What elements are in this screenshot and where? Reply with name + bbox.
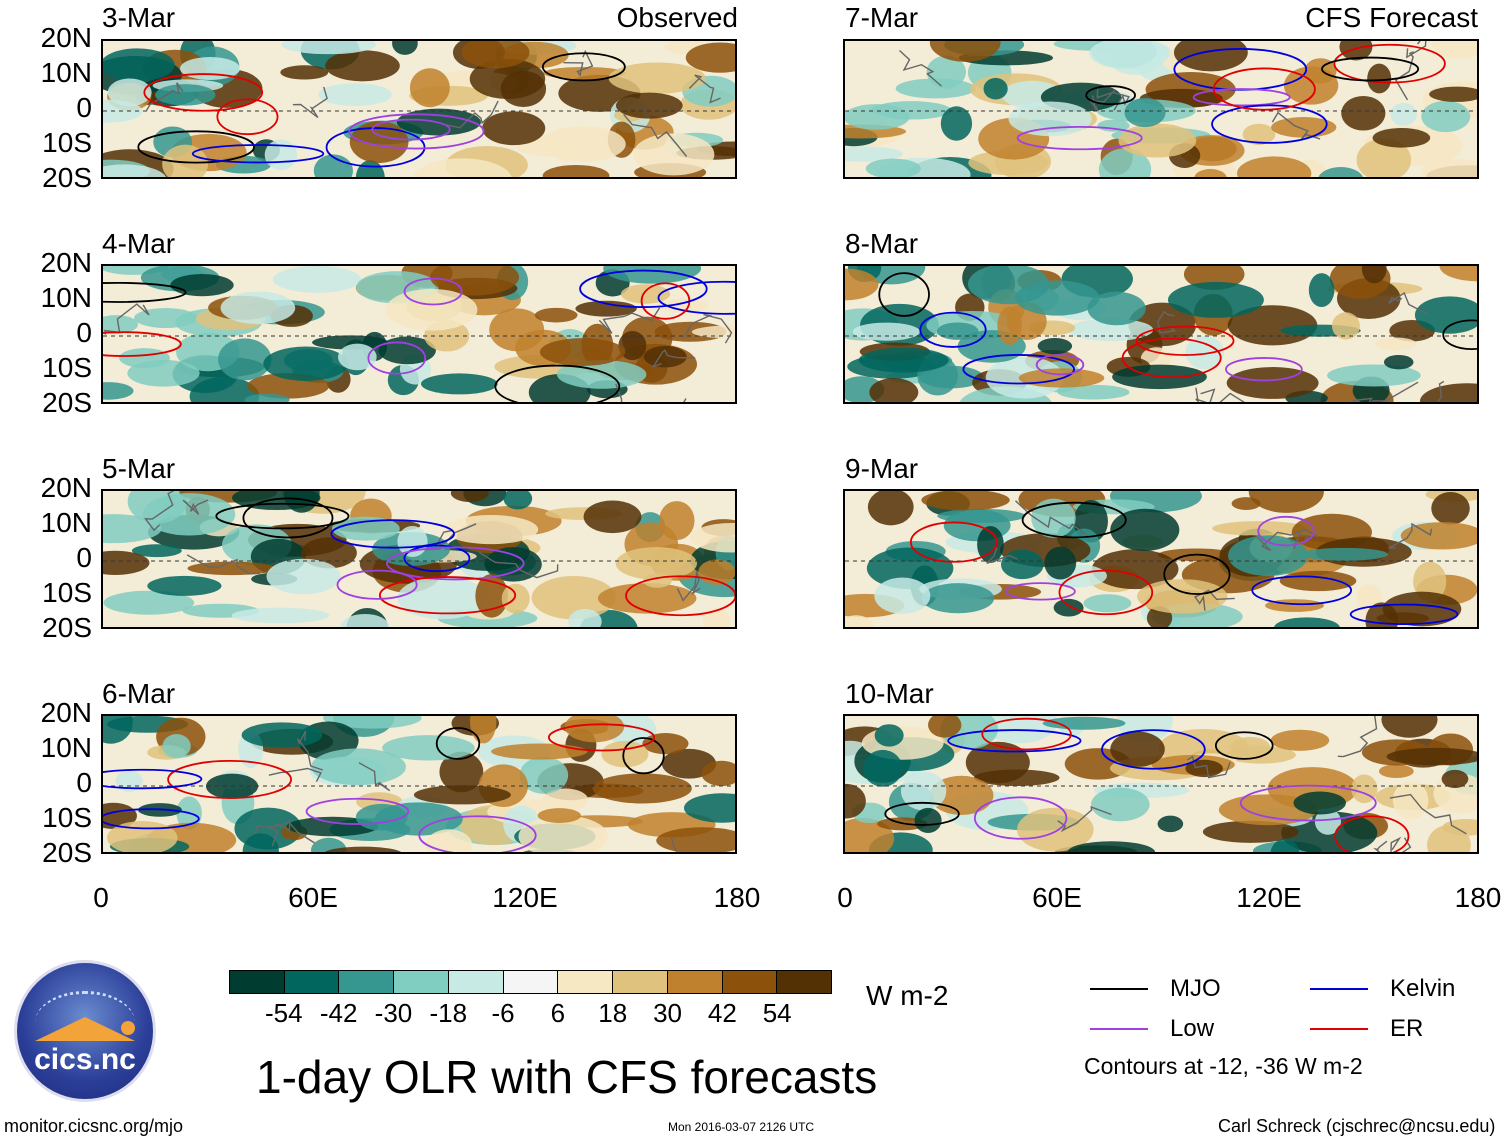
lat-tick-label: 0 <box>76 767 92 798</box>
olr-field <box>845 716 1477 852</box>
panel-date: 9-Mar <box>845 453 919 484</box>
lat-tick-label: 10N <box>40 732 92 763</box>
olr-field <box>103 491 735 627</box>
olr-field <box>103 716 735 852</box>
lon-tick-label: 60E <box>288 882 338 913</box>
lat-tick-label: 10N <box>40 282 92 313</box>
panel-date: 7-Mar <box>845 2 919 33</box>
colorbar-swatch <box>613 971 668 993</box>
legend-er: ER <box>1310 1015 1423 1043</box>
olr-map-panel <box>843 39 1479 179</box>
colorbar-swatch <box>667 971 723 993</box>
legend-mjo: MJO <box>1090 975 1221 1003</box>
lon-tick-label: 60E <box>1032 882 1082 913</box>
colorbar-swatch <box>777 971 832 993</box>
lat-tick-label: 10N <box>40 507 92 538</box>
panel-date: 4-Mar <box>102 228 176 259</box>
olr-field <box>845 266 1477 402</box>
author-credit: Carl Schreck (cjschrec@ncsu.edu) <box>1218 1116 1496 1136</box>
colorbar-tick-label: -54 <box>265 998 303 1028</box>
lon-tick-label: 0 <box>837 882 853 913</box>
legend-low: Low <box>1090 1015 1214 1043</box>
olr-map-panel <box>101 39 737 179</box>
timestamp: Mon 2016-03-07 2126 UTC <box>668 1120 815 1134</box>
lat-tick-label: 20S <box>42 162 92 193</box>
colorbar-tick-label: 54 <box>762 998 792 1028</box>
colorbar-swatch <box>722 971 778 993</box>
panel-date: 8-Mar <box>845 228 919 259</box>
colorbar-swatch <box>503 971 559 993</box>
olr-map-panel <box>101 714 737 854</box>
logo-text: cics.nc <box>34 1043 136 1076</box>
lat-tick-label: 0 <box>76 542 92 573</box>
lat-tick-label: 10S <box>42 577 92 608</box>
olr-field <box>845 491 1477 627</box>
lat-tick-label: 20N <box>40 247 92 278</box>
olr-map-panel <box>101 489 737 629</box>
lon-tick-label: 180 <box>1454 882 1502 913</box>
colorbar-swatch <box>558 971 614 993</box>
lat-tick-label: 20N <box>40 472 92 503</box>
colorbar-swatch <box>284 971 340 993</box>
units-label: W m-2 <box>866 980 949 1011</box>
olr-map-panel <box>843 714 1479 854</box>
colorbar-tick-label: -42 <box>319 998 358 1028</box>
site-url[interactable]: monitor.cicsnc.org/mjo <box>4 1116 184 1136</box>
lon-tick-label: 120E <box>1236 882 1302 913</box>
lat-tick-label: 20S <box>42 387 92 418</box>
olr-map-panel <box>101 264 737 404</box>
legend-kelvin: Kelvin <box>1310 975 1455 1003</box>
panel-date: 5-Mar <box>102 453 176 484</box>
lon-tick-label: 0 <box>93 882 109 913</box>
lat-tick-label: 10S <box>42 127 92 158</box>
colorbar-tick-label: -30 <box>374 998 413 1028</box>
olr-field <box>845 41 1477 177</box>
lat-tick-label: 0 <box>76 317 92 348</box>
cics-logo: cics.nc <box>14 960 156 1102</box>
panel-date: 10-Mar <box>845 678 934 709</box>
colorbar <box>229 970 832 994</box>
lat-tick-label: 0 <box>76 92 92 123</box>
lat-tick-label: 10S <box>42 352 92 383</box>
contour-note: Contours at -12, -36 W m-2 <box>1084 1053 1363 1079</box>
lat-tick-label: 20S <box>42 837 92 868</box>
lat-tick-label: 20N <box>40 22 92 53</box>
olr-map-panel <box>843 264 1479 404</box>
colorbar-tick-label: 6 <box>550 998 566 1028</box>
lat-tick-label: 20N <box>40 697 92 728</box>
olr-field <box>103 41 735 177</box>
panel-date: 6-Mar <box>102 678 176 709</box>
colorbar-tick-label: -6 <box>491 998 515 1028</box>
panel-date: 3-Mar <box>102 2 176 33</box>
colorbar-swatch <box>230 971 285 993</box>
observed-heading: Observed <box>616 2 738 33</box>
colorbar-swatch <box>394 971 449 993</box>
colorbar-tick-label: 18 <box>598 998 628 1028</box>
lon-tick-label: 120E <box>492 882 558 913</box>
lat-tick-label: 10S <box>42 802 92 833</box>
colorbar-tick-label: 42 <box>707 998 737 1028</box>
forecast-heading: CFS Forecast <box>1305 2 1478 33</box>
lon-tick-label: 180 <box>713 882 761 913</box>
lat-tick-label: 20S <box>42 612 92 643</box>
colorbar-tick-label: -18 <box>429 998 468 1028</box>
chart-title: 1-day OLR with CFS forecasts <box>256 1051 878 1103</box>
colorbar-tick-label: 30 <box>653 998 682 1028</box>
colorbar-swatch <box>448 971 504 993</box>
olr-field <box>103 266 735 402</box>
lat-tick-label: 10N <box>40 57 92 88</box>
olr-map-panel <box>843 489 1479 629</box>
colorbar-swatch <box>339 971 395 993</box>
